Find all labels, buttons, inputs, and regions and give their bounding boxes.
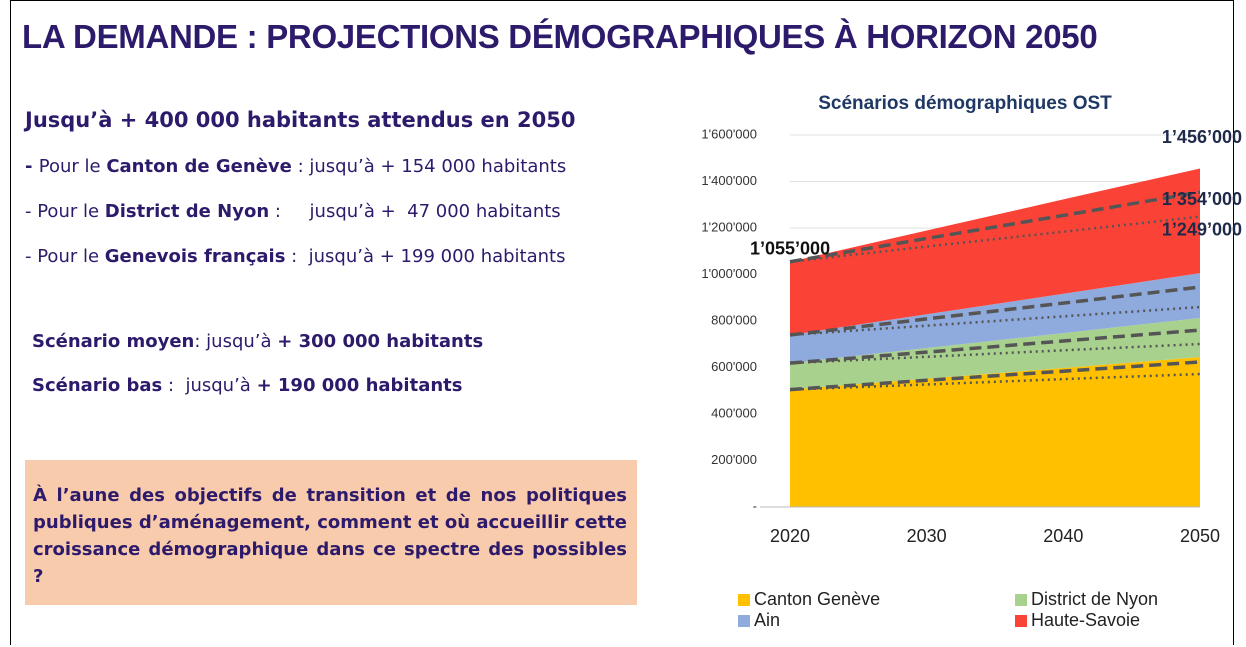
frame — [10, 0, 1234, 645]
legend-label: Haute-Savoie — [1031, 610, 1140, 630]
x-tick-label: 2050 — [1180, 526, 1220, 546]
bullet-rest: : jusqu’à + 47 000 habitants — [269, 201, 561, 222]
bullet-prefix: - — [25, 156, 39, 177]
scenario-line — [789, 285, 1201, 337]
y-tick-label: 600'000 — [711, 359, 757, 374]
bullet-lead: - Pour le — [25, 201, 105, 222]
legend-label: Canton Genève — [754, 589, 880, 609]
annotation: 1’055’000 — [750, 238, 830, 258]
y-tick-label: 1'400'000 — [701, 173, 757, 188]
annotation: 1’456’000 — [1162, 127, 1242, 147]
y-tick-label: - — [753, 498, 757, 513]
scenario-line — [789, 215, 1201, 263]
y-tick-label: 200'000 — [711, 452, 757, 467]
bullet-lead: - Pour le — [25, 246, 105, 267]
annotation: 1’354’000 — [1162, 189, 1242, 209]
scenario-line — [789, 190, 1201, 264]
legend-swatch — [738, 594, 750, 606]
x-tick-label: 2030 — [907, 526, 947, 546]
chart-title: Scénarios démographiques OST — [818, 93, 1112, 114]
scenario-bold: + 190 000 habitants — [256, 375, 463, 396]
scenario-bold: + 300 000 habitants — [277, 331, 484, 352]
scenario-rest: : jusqu’à — [162, 375, 257, 396]
scenario-line — [789, 360, 1201, 392]
bullet-bold: Genevois français — [104, 246, 286, 267]
bullet: - Pour le Genevois français : jusqu’à + … — [25, 246, 566, 267]
scenario: Scénario bas : jusqu’à + 190 000 habitan… — [32, 375, 463, 396]
legend-swatch — [1015, 594, 1027, 606]
x-tick-label: 2020 — [770, 526, 810, 546]
y-tick-label: 1'200'000 — [701, 219, 757, 234]
scenario-rest: : jusqu’à — [194, 331, 278, 352]
legend-swatch — [1015, 615, 1027, 627]
bullet: - Pour le Canton de Genève : jusqu’à + 1… — [25, 156, 566, 177]
question: À l’aune des objectifs de transition et … — [33, 485, 627, 587]
question-box: À l’aune des objectifs de transition et … — [25, 460, 637, 605]
bullet-bold: Canton de Genève — [106, 156, 292, 177]
y-tick-label: 800'000 — [711, 312, 757, 327]
scenario-line — [789, 328, 1201, 365]
y-tick-label: 1'000'000 — [701, 266, 757, 281]
x-tick-label: 2040 — [1043, 526, 1083, 546]
annotation: 1’249’000 — [1162, 219, 1242, 239]
bullet-rest: : jusqu’à + 154 000 habitants — [291, 156, 567, 177]
scenario-label: Scénario bas — [32, 375, 163, 396]
bullet-lead: Pour le — [38, 156, 107, 177]
scenario-line — [789, 372, 1201, 391]
y-tick-label: 400'000 — [711, 405, 757, 420]
scenario: Scénario moyen: jusqu’à + 300 000 habita… — [32, 331, 483, 352]
bullet: - Pour le District de Nyon : jusqu’à + 4… — [25, 201, 561, 222]
y-tick-label: 1'600'000 — [701, 126, 757, 141]
area — [790, 273, 1200, 364]
scenario-line — [789, 305, 1201, 337]
scenario-line — [789, 342, 1201, 365]
legend-label: District de Nyon — [1031, 589, 1158, 609]
slide-title: LA DEMANDE : PROJECTIONS DÉMOGRAPHIQUES … — [22, 18, 1098, 55]
legend-swatch — [738, 615, 750, 627]
bullet-bold: District de Nyon — [104, 201, 270, 222]
area — [790, 357, 1200, 507]
headline: Jusqu’à + 400 000 habitants attendus en … — [25, 108, 576, 132]
legend-label: Ain — [754, 610, 780, 630]
bullet-rest: : jusqu’à + 199 000 habitants — [285, 246, 566, 267]
scenario-label: Scénario moyen — [32, 331, 195, 352]
